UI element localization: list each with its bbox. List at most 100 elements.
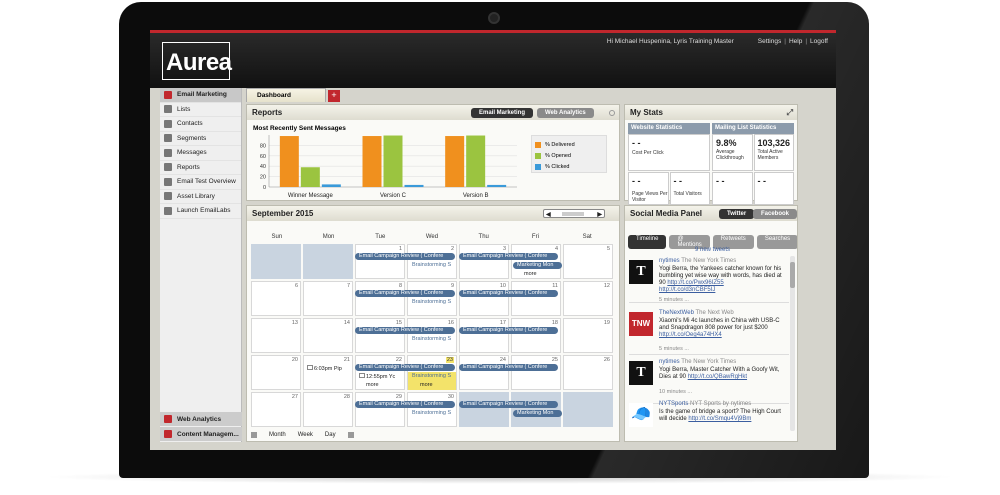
event-campaign-review[interactable]: Email Campaign Review ( Confere	[355, 253, 455, 260]
web-analytics-button[interactable]: Web Analytics	[537, 108, 594, 118]
calendar-day[interactable]: 6	[251, 281, 301, 316]
calendar-day[interactable]: 21 6:03pm Pip	[303, 355, 353, 390]
twitter-button[interactable]: Twitter	[719, 209, 755, 219]
prev-month-icon[interactable]: ◀	[546, 212, 551, 218]
next-month-icon[interactable]: ▶	[597, 212, 602, 218]
calendar-day[interactable]: 16 Brainstorming S	[407, 318, 457, 353]
event-campaign-review[interactable]: Email Campaign Review ( Confere	[355, 327, 455, 334]
calendar-day[interactable]: 30 Brainstorming S	[407, 392, 457, 427]
event-pip[interactable]: 6:03pm Pip	[307, 365, 342, 372]
calendar-day[interactable]: 26	[563, 355, 613, 390]
event-brainstorming[interactable]: Brainstorming S	[412, 336, 452, 342]
bar-clicked[interactable]	[487, 184, 507, 187]
new-tweets-link[interactable]: 9 new tweets	[695, 247, 731, 253]
event-brainstorming[interactable]: Brainstorming S	[412, 262, 452, 268]
bar-opened[interactable]	[466, 135, 486, 187]
event-campaign-review[interactable]: Email Campaign Review ( Confere	[459, 364, 558, 371]
bar-delivered[interactable]	[362, 136, 382, 187]
bar-clicked[interactable]	[404, 184, 424, 187]
calendar-day[interactable]: 3	[459, 244, 509, 279]
more-link[interactable]: more	[420, 382, 433, 388]
refresh-icon[interactable]	[609, 110, 615, 116]
sidebar-item-email-test[interactable]: Email Test Overview	[160, 175, 241, 190]
calendar-day[interactable]: 4 Marketing Mon more	[511, 244, 562, 279]
calendar-day[interactable]: 5	[563, 244, 613, 279]
calendar-day-today[interactable]: 23 Brainstorming S more	[407, 355, 457, 390]
tweet-link[interactable]: http://t.co/Pwx96IZ55	[667, 280, 724, 286]
event-brainstorming[interactable]: Brainstorming S	[412, 410, 452, 416]
tweet-link[interactable]: http://t.co/Oeg4a74HX4	[659, 332, 722, 338]
facebook-button[interactable]: Facebook	[753, 209, 797, 219]
sidebar-item-segments[interactable]: Segments	[160, 132, 241, 146]
tweet-user[interactable]: NYTSports NYT Sports by nytimes	[659, 401, 751, 407]
tweets-scrollbar[interactable]	[790, 256, 795, 431]
calendar-day[interactable]: 15	[355, 318, 405, 353]
prev-arrow-icon[interactable]	[251, 432, 257, 438]
calendar-nav-slider[interactable]	[562, 212, 584, 216]
cap-icon[interactable]: 🧢	[629, 403, 653, 427]
event-yc[interactable]: 12:55pm Yc	[359, 373, 395, 380]
sidebar-item-lists[interactable]: Lists	[160, 103, 241, 117]
avatar[interactable]: TNW	[629, 312, 653, 336]
sidebar-item-web-analytics[interactable]: Web Analytics	[160, 412, 242, 426]
tweet-user[interactable]: nytimes The New York Times	[659, 359, 736, 365]
calendar-day[interactable]: 17	[459, 318, 509, 353]
calendar-day[interactable]: 25	[511, 355, 561, 390]
bar-opened[interactable]	[383, 135, 403, 187]
event-marketing[interactable]: Marketing Mon	[513, 410, 562, 417]
tab-searches[interactable]: Searches	[756, 235, 797, 249]
tweet-handle[interactable]: TheNextWeb	[659, 310, 694, 316]
calendar-day[interactable]: 18	[511, 318, 561, 353]
event-marketing[interactable]: Marketing Mon	[513, 262, 562, 269]
calendar-day[interactable]: 10	[459, 281, 509, 316]
tweet-link[interactable]: http://t.co/QBawRgHkt	[687, 374, 748, 380]
bar-clicked[interactable]	[321, 184, 341, 187]
tweet-link[interactable]: http://t.co/Smqu4Vj9Bm	[688, 416, 752, 422]
help-link[interactable]: Help	[788, 38, 803, 45]
tab-mentions[interactable]: @ Mentions	[669, 235, 710, 249]
scroll-thumb[interactable]	[790, 262, 795, 288]
event-brainstorming[interactable]: Brainstorming S	[412, 373, 452, 379]
calendar-day[interactable]: 22 12:55pm Yc more	[355, 355, 405, 390]
calendar-day[interactable]: 20	[251, 355, 301, 390]
calendar-day[interactable]: 27	[251, 392, 301, 427]
email-marketing-button[interactable]: Email Marketing	[471, 108, 534, 118]
expand-icon[interactable]: ⤢	[786, 108, 793, 117]
aurea-logo[interactable]: Aurea	[162, 42, 232, 80]
event-campaign-review[interactable]: Email Campaign Review ( Confere	[459, 290, 558, 297]
calendar-day[interactable]: 29	[355, 392, 405, 427]
logoff-link[interactable]: Logoff	[810, 38, 828, 45]
event-campaign-review[interactable]: Email Campaign Review ( Confere	[355, 364, 455, 371]
calendar-day[interactable]: 28	[303, 392, 353, 427]
tweet-handle[interactable]: nytimes	[659, 258, 680, 264]
tweet-handle[interactable]: nytimes	[659, 359, 680, 365]
sidebar-item-contacts[interactable]: Contacts	[160, 117, 241, 132]
event-campaign-review[interactable]: Email Campaign Review ( Confere	[459, 327, 558, 334]
calendar-day[interactable]: 24	[459, 355, 509, 390]
event-campaign-review[interactable]: Email Campaign Review ( Confere	[459, 253, 558, 260]
tab-retweets[interactable]: Retweets	[712, 235, 754, 249]
calendar-day[interactable]: 9 Brainstorming S	[407, 281, 457, 316]
bar-delivered[interactable]	[279, 136, 299, 187]
calendar-day[interactable]: 12	[563, 281, 613, 316]
sidebar-item-messages[interactable]: Messages	[160, 146, 241, 161]
event-brainstorming[interactable]: Brainstorming S	[412, 299, 452, 305]
tweet-link[interactable]: http://t.co/d3nCBF5IJ	[659, 287, 716, 293]
next-arrow-icon[interactable]	[347, 432, 354, 438]
event-campaign-review[interactable]: Email Campaign Review ( Confere	[459, 401, 558, 408]
calendar-day[interactable]: 7	[303, 281, 353, 316]
calendar-day[interactable]: 2 Brainstorming S	[407, 244, 457, 279]
calendar-day[interactable]: 8	[355, 281, 405, 316]
calendar-nav[interactable]: ◀ ▶	[543, 209, 605, 218]
settings-link[interactable]: Settings	[757, 38, 782, 45]
sidebar-item-email-marketing[interactable]: Email Marketing	[160, 88, 241, 103]
calendar-day[interactable]: 19	[563, 318, 613, 353]
calendar-day[interactable]: 13	[251, 318, 301, 353]
tweet-handle[interactable]: NYTSports	[659, 401, 689, 407]
add-tab-button[interactable]: +	[328, 90, 340, 102]
avatar[interactable]: T	[629, 260, 653, 284]
bar-delivered[interactable]	[445, 136, 465, 187]
calendar-day[interactable]: 14	[303, 318, 353, 353]
tab-timeline[interactable]: Timeline	[628, 235, 667, 249]
view-month[interactable]: Month	[269, 432, 286, 438]
